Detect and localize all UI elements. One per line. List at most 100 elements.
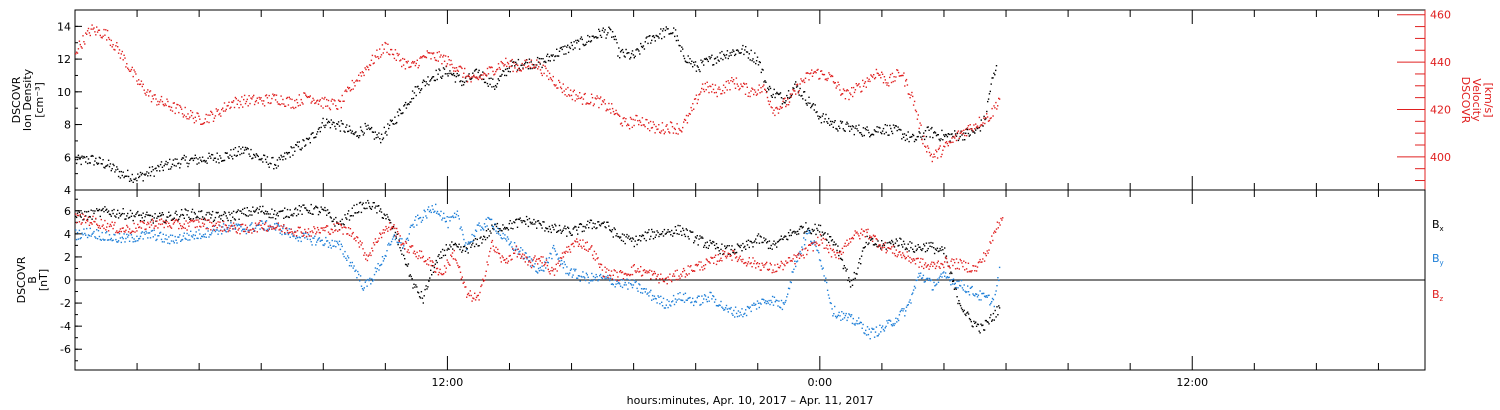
by-point xyxy=(735,312,738,315)
bz-point xyxy=(501,255,503,257)
velocity-point xyxy=(739,87,741,90)
velocity-point xyxy=(791,93,793,95)
bx-point xyxy=(318,210,321,213)
bx-point xyxy=(498,228,500,230)
by-point xyxy=(845,312,847,315)
by-point xyxy=(313,237,315,239)
bx-point xyxy=(838,254,840,257)
bz-point xyxy=(279,228,281,230)
bx-point xyxy=(296,209,299,211)
by-point xyxy=(431,205,433,207)
velocity-point xyxy=(912,95,914,98)
bz-point xyxy=(342,233,344,235)
bx-point xyxy=(544,230,546,232)
by-point xyxy=(681,299,683,302)
by-point xyxy=(470,241,472,243)
velocity-point xyxy=(314,102,316,105)
velocity-point xyxy=(587,102,589,105)
bx-point xyxy=(299,210,301,212)
bz-point xyxy=(323,227,325,229)
velocity-point xyxy=(663,133,665,135)
by-point xyxy=(968,294,971,296)
by-point xyxy=(745,314,748,317)
velocity-ylabel-line1: DSCOVR xyxy=(1459,77,1472,124)
bx-point xyxy=(834,244,836,246)
bz-point xyxy=(373,244,376,246)
bx-point xyxy=(177,219,179,221)
density-point xyxy=(966,128,969,131)
velocity-point xyxy=(204,118,206,120)
velocity-point xyxy=(195,120,197,122)
by-point xyxy=(934,285,936,287)
bx-point xyxy=(443,249,446,252)
velocity-point xyxy=(358,80,361,82)
density-point xyxy=(946,136,949,138)
velocity-point xyxy=(887,82,889,84)
bx-point xyxy=(718,250,720,252)
density-point xyxy=(135,177,137,179)
density-point xyxy=(378,132,380,134)
bz-point xyxy=(413,250,416,252)
bx-point xyxy=(882,243,885,245)
by-point xyxy=(670,305,672,307)
bz-point xyxy=(86,220,89,222)
by-point xyxy=(380,264,382,266)
bx-point xyxy=(855,272,857,275)
velocity-point xyxy=(908,93,910,95)
bz-point xyxy=(138,226,141,228)
bx-point xyxy=(90,209,92,211)
by-point xyxy=(568,274,570,276)
velocity-point xyxy=(734,87,737,89)
velocity-point xyxy=(671,126,674,128)
bx-point xyxy=(698,238,700,240)
bz-point xyxy=(326,225,328,227)
by-point xyxy=(201,235,204,238)
velocity-point xyxy=(949,141,951,144)
velocity-point xyxy=(77,48,80,50)
bx-point xyxy=(328,211,331,214)
density-point xyxy=(713,58,716,60)
density-point xyxy=(847,123,849,125)
bx-point xyxy=(287,216,290,218)
bx-point xyxy=(818,224,820,226)
by-point xyxy=(121,236,123,238)
bx-point xyxy=(724,245,726,247)
bz-point xyxy=(433,265,435,267)
by-point xyxy=(303,232,305,235)
density-point xyxy=(965,128,968,130)
density-point xyxy=(90,155,92,157)
bz-point xyxy=(543,264,545,267)
bz-point xyxy=(312,231,314,234)
by-point xyxy=(363,287,365,289)
bz-point xyxy=(776,263,779,265)
density-point xyxy=(984,118,986,121)
density-point xyxy=(960,130,962,132)
by-point xyxy=(831,308,833,310)
bx-point xyxy=(542,221,544,223)
by-point xyxy=(590,280,592,282)
bx-point xyxy=(190,218,192,220)
bz-point xyxy=(285,227,288,229)
by-point xyxy=(940,273,942,275)
bx-point xyxy=(383,213,385,215)
velocity-point xyxy=(82,35,84,37)
bz-point xyxy=(190,220,193,222)
bz-point xyxy=(446,259,448,261)
by-point xyxy=(315,244,317,246)
by-point xyxy=(174,235,176,238)
bz-point xyxy=(727,252,729,254)
bz-point xyxy=(338,229,341,231)
density-point xyxy=(625,48,627,51)
bx-point xyxy=(462,246,465,248)
density-point xyxy=(662,28,665,30)
bx-point xyxy=(906,248,908,250)
bz-point xyxy=(478,299,480,301)
density-point xyxy=(721,50,723,53)
velocity-point xyxy=(881,73,884,75)
density-point xyxy=(489,83,491,86)
bz-point xyxy=(374,238,377,240)
bx-point xyxy=(314,207,316,209)
density-point xyxy=(184,159,186,161)
bz-point xyxy=(185,220,187,222)
bx-point xyxy=(294,208,296,211)
